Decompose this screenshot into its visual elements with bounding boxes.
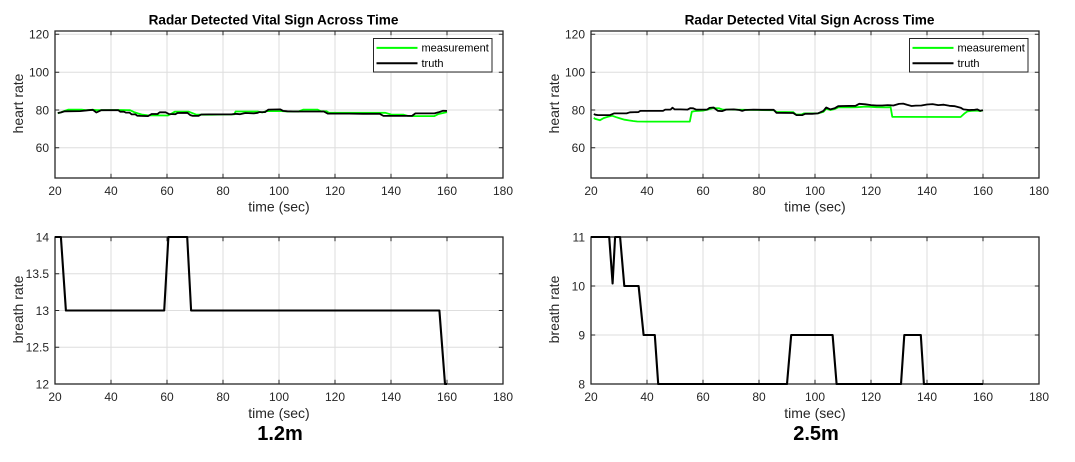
svg-text:40: 40 — [640, 390, 654, 404]
svg-text:13.5: 13.5 — [26, 267, 50, 281]
svg-text:100: 100 — [29, 66, 49, 80]
svg-text:180: 180 — [1029, 184, 1049, 198]
svg-text:2.5m: 2.5m — [793, 423, 839, 445]
svg-text:180: 180 — [493, 390, 513, 404]
svg-text:14: 14 — [36, 230, 50, 244]
svg-text:60: 60 — [696, 390, 710, 404]
svg-text:140: 140 — [381, 184, 401, 198]
svg-text:time (sec): time (sec) — [784, 405, 845, 421]
svg-text:40: 40 — [640, 184, 654, 198]
svg-text:heart rate: heart rate — [10, 73, 26, 133]
svg-text:12: 12 — [36, 377, 50, 391]
svg-text:20: 20 — [584, 184, 598, 198]
svg-text:8: 8 — [578, 377, 585, 391]
svg-text:80: 80 — [572, 103, 586, 117]
svg-text:breath rate: breath rate — [10, 275, 26, 343]
svg-text:160: 160 — [437, 184, 457, 198]
svg-text:measurement: measurement — [958, 43, 1025, 55]
svg-text:100: 100 — [269, 184, 289, 198]
svg-text:120: 120 — [325, 184, 345, 198]
svg-text:truth: truth — [422, 58, 444, 70]
svg-text:40: 40 — [104, 184, 118, 198]
svg-text:20: 20 — [584, 390, 598, 404]
svg-text:140: 140 — [381, 390, 401, 404]
svg-text:80: 80 — [216, 390, 230, 404]
svg-text:120: 120 — [861, 184, 881, 198]
svg-text:160: 160 — [973, 184, 993, 198]
svg-text:180: 180 — [493, 184, 513, 198]
svg-text:Radar Detected Vital Sign Acro: Radar Detected Vital Sign Across Time — [149, 13, 399, 28]
svg-text:1.2m: 1.2m — [257, 423, 303, 445]
svg-text:60: 60 — [36, 141, 50, 155]
svg-text:120: 120 — [29, 28, 49, 42]
svg-text:160: 160 — [973, 390, 993, 404]
svg-text:time (sec): time (sec) — [248, 405, 309, 421]
svg-text:80: 80 — [752, 184, 766, 198]
svg-text:breath rate: breath rate — [546, 275, 562, 343]
svg-text:80: 80 — [752, 390, 766, 404]
svg-text:20: 20 — [48, 184, 62, 198]
svg-text:60: 60 — [696, 184, 710, 198]
svg-text:140: 140 — [917, 184, 937, 198]
svg-text:truth: truth — [958, 58, 980, 70]
svg-text:10: 10 — [572, 279, 586, 293]
svg-text:60: 60 — [572, 141, 586, 155]
svg-text:60: 60 — [160, 184, 174, 198]
svg-text:time (sec): time (sec) — [248, 199, 309, 215]
svg-text:Radar Detected Vital Sign Acro: Radar Detected Vital Sign Across Time — [685, 13, 935, 28]
svg-text:80: 80 — [216, 184, 230, 198]
svg-text:120: 120 — [861, 390, 881, 404]
svg-text:100: 100 — [269, 390, 289, 404]
svg-text:180: 180 — [1029, 390, 1049, 404]
svg-text:12.5: 12.5 — [26, 341, 50, 355]
svg-text:100: 100 — [565, 66, 585, 80]
svg-text:120: 120 — [565, 28, 585, 42]
svg-text:time (sec): time (sec) — [784, 199, 845, 215]
svg-text:120: 120 — [325, 390, 345, 404]
svg-text:13: 13 — [36, 304, 50, 318]
svg-text:11: 11 — [573, 230, 586, 244]
svg-text:100: 100 — [805, 390, 825, 404]
svg-text:140: 140 — [917, 390, 937, 404]
svg-text:160: 160 — [437, 390, 457, 404]
svg-text:heart rate: heart rate — [546, 73, 562, 133]
svg-text:60: 60 — [160, 390, 174, 404]
svg-text:80: 80 — [36, 103, 50, 117]
svg-text:measurement: measurement — [422, 43, 489, 55]
svg-text:40: 40 — [104, 390, 118, 404]
svg-text:100: 100 — [805, 184, 825, 198]
svg-text:20: 20 — [48, 390, 62, 404]
svg-text:9: 9 — [578, 328, 585, 342]
